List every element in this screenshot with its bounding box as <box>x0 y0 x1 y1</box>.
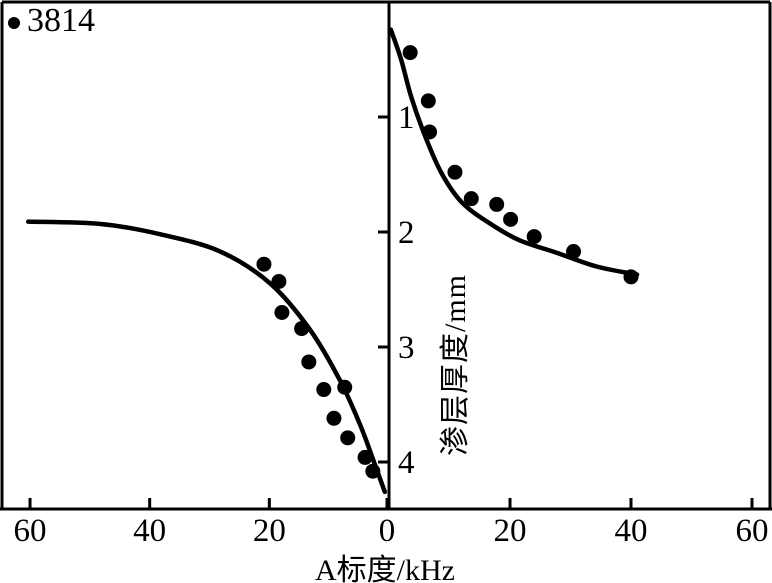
y-tick-label: 4 <box>398 445 415 481</box>
y-axis-title: 渗层厚度/mm <box>439 273 472 457</box>
data-point-left <box>365 463 381 479</box>
data-point-right <box>447 164 463 180</box>
legend-marker-dot-icon <box>8 16 20 29</box>
fit-curve-left <box>25 219 388 495</box>
x-tick-label: 60 <box>736 513 769 549</box>
data-point-right <box>566 244 582 260</box>
fit-curve-right <box>388 27 640 277</box>
data-point-right <box>489 196 505 212</box>
x-tick-label: 40 <box>615 513 648 549</box>
data-point-right <box>503 211 519 227</box>
data-point-left <box>357 449 373 465</box>
data-point-right <box>420 93 436 109</box>
x-tick-label: 0 <box>379 513 396 549</box>
data-point-left <box>301 354 317 370</box>
data-point-right <box>402 45 418 61</box>
x-tick-label: 20 <box>253 513 286 549</box>
y-tick-label: 3 <box>398 330 415 366</box>
data-point-left <box>294 321 310 337</box>
legend: 3814 <box>8 4 95 38</box>
x-tick-label: 60 <box>14 513 47 549</box>
data-point-left <box>274 305 290 320</box>
data-point-left <box>337 379 353 395</box>
data-point-right <box>623 269 639 285</box>
x-tick-label: 20 <box>494 513 527 549</box>
data-point-right <box>422 124 438 140</box>
data-point-left <box>256 256 272 272</box>
legend-label: 3814 <box>27 2 95 39</box>
data-point-left <box>316 382 332 398</box>
x-axis-title: A标度/kHz <box>315 554 455 583</box>
y-tick-label: 2 <box>398 215 415 251</box>
data-point-right <box>463 191 479 207</box>
data-point-left <box>271 273 287 289</box>
x-tick-label: 40 <box>133 513 166 549</box>
data-point-left <box>340 430 356 446</box>
data-point-left <box>326 410 342 426</box>
y-tick-label: 1 <box>398 100 415 136</box>
data-point-right <box>526 229 542 245</box>
